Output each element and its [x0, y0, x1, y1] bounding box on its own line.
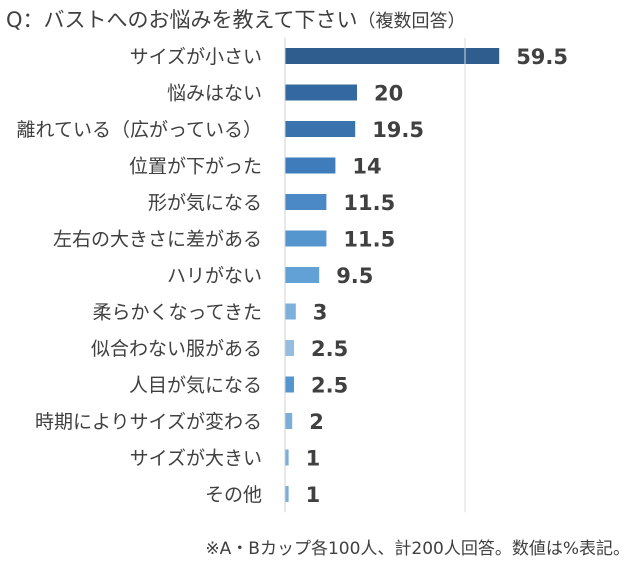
category-label: 位置が下がった	[129, 156, 262, 178]
data-label: 20	[374, 82, 403, 106]
category-label: ハリがない	[167, 265, 262, 287]
bar	[285, 303, 296, 320]
chart-title: Q：バストへのお悩みを教えて下さい（複数回答）	[6, 4, 465, 34]
chart-title-suffix: を教えて下さい	[211, 8, 358, 32]
category-label: サイズが小さい	[130, 46, 262, 68]
bar	[285, 84, 357, 101]
category-label: その他	[205, 484, 262, 506]
bar	[285, 340, 294, 356]
data-label: 1	[306, 447, 321, 471]
data-label: 59.5	[516, 45, 568, 69]
value-labels: 59.5 20 19.5 14 11.5 11.5 9.5 3 2.5 2.5 2 1 1	[306, 45, 568, 507]
data-label: 2.5	[311, 337, 348, 361]
data-label: 11.5	[343, 191, 395, 215]
data-label: 19.5	[372, 118, 424, 142]
bar	[285, 157, 336, 174]
data-label: 2.5	[311, 374, 348, 398]
data-label: 14	[352, 155, 381, 179]
category-label: 離れている（広がっている）	[17, 119, 262, 141]
chart-footnote: ※A・Bカップ各100人、計200人回答。数値は%表記。	[205, 539, 630, 559]
data-label: 11.5	[343, 228, 395, 252]
bar	[285, 413, 293, 429]
category-label: 柔らかくなってきた	[93, 302, 262, 324]
bar	[285, 486, 289, 502]
data-label: 1	[306, 483, 321, 507]
bar	[285, 449, 289, 466]
bar	[285, 230, 327, 247]
data-label: 3	[313, 301, 328, 325]
category-label: 似合わない服がある	[91, 338, 262, 360]
bar	[285, 376, 294, 393]
category-label: 形が気になる	[148, 192, 262, 214]
category-label: 時期によりサイズが変わる	[35, 411, 262, 433]
category-label: 左右の大きさに差がある	[53, 229, 262, 251]
category-label: 人目が気になる	[129, 375, 262, 397]
category-label: サイズが大きい	[130, 448, 262, 470]
bars	[285, 48, 500, 502]
bar	[285, 121, 356, 137]
bar	[285, 194, 327, 210]
bar	[285, 267, 320, 283]
chart-title-main: Q：バストへのお悩み	[6, 8, 212, 32]
category-label: 悩みはない	[167, 83, 262, 105]
bar	[285, 48, 500, 64]
data-label: 2	[309, 410, 324, 434]
data-label: 9.5	[336, 264, 373, 288]
chart-subtitle: （複数回答）	[357, 11, 466, 32]
